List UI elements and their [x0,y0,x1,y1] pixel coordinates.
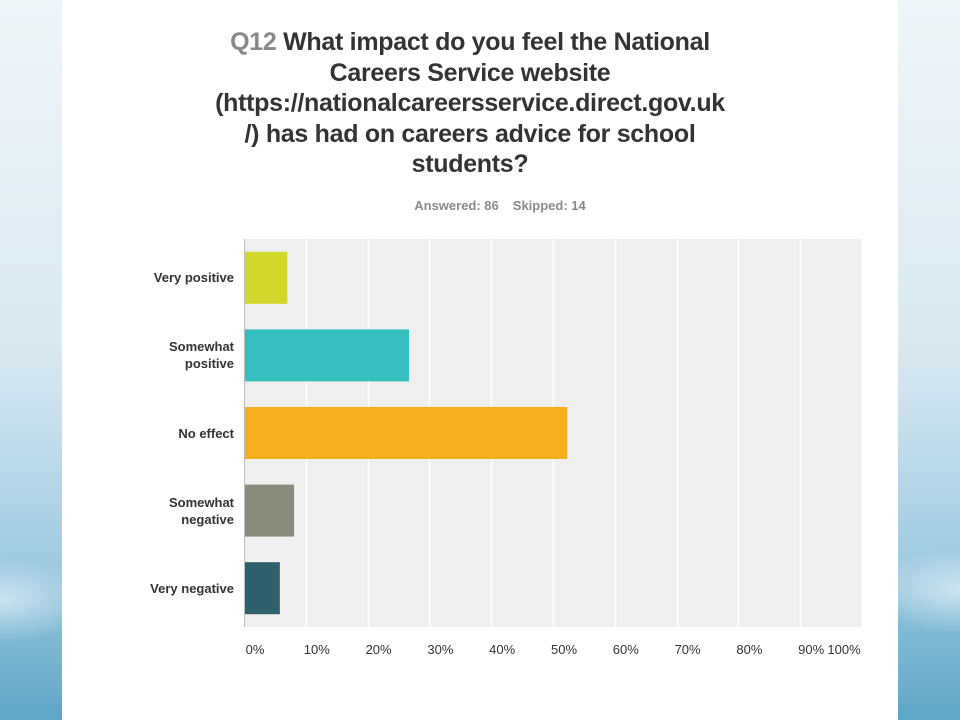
x-tick-label: 60% [612,642,639,657]
x-tick-label: 30% [427,642,454,657]
x-tick-label: 40% [489,642,516,657]
left-border-decoration [0,0,62,720]
category-label: Somewhat positive [94,338,234,372]
category-label: No effect [94,425,234,442]
x-tick-label: 0% [245,642,265,657]
bar-3 [245,407,568,459]
category-label-line: Very negative [150,580,234,596]
chart-title: Q12 What impact do you feel the National… [170,27,770,180]
answered-count: Answered: 86 [414,198,499,213]
bar-1 [245,251,288,304]
x-tick-label: 50% [550,642,578,657]
category-label-line: Very positive [153,270,234,286]
category-label-line: positive [184,356,234,372]
bar-5 [245,562,280,615]
right-border-decoration [898,0,960,720]
title-line-4: /) has had on careers advice for school [244,119,696,148]
x-tick-label: 20% [365,642,392,657]
title-line-2: Careers Service website [329,58,611,87]
title-line-5: students? [411,150,529,178]
category-label: Somewhat negative [94,494,234,528]
category-label-line: Somewhat [168,339,234,355]
question-number: Q12 [230,28,277,56]
category-label-line: Somewhat [168,494,234,510]
bar-4 [245,484,295,537]
category-label: Very positive [94,269,234,286]
x-tick-label: 70% [674,642,701,657]
response-counts: Answered: 86 Skipped: 14 [170,198,830,213]
x-tick-label: 80% [736,642,763,657]
category-label-line: No effect [178,425,234,441]
category-label-line: negative [181,511,234,527]
x-tick-label: 100% [827,642,861,657]
skipped-count: Skipped: 14 [512,198,586,213]
x-tick-label: 90% [798,642,825,657]
bar-2 [245,329,410,382]
title-line-3: (https://nationalcareersservice.direct.g… [215,89,725,117]
category-label: Very negative [94,580,234,597]
x-tick-label: 10% [303,642,330,657]
title-line-1: What impact do you feel the National [283,28,710,56]
